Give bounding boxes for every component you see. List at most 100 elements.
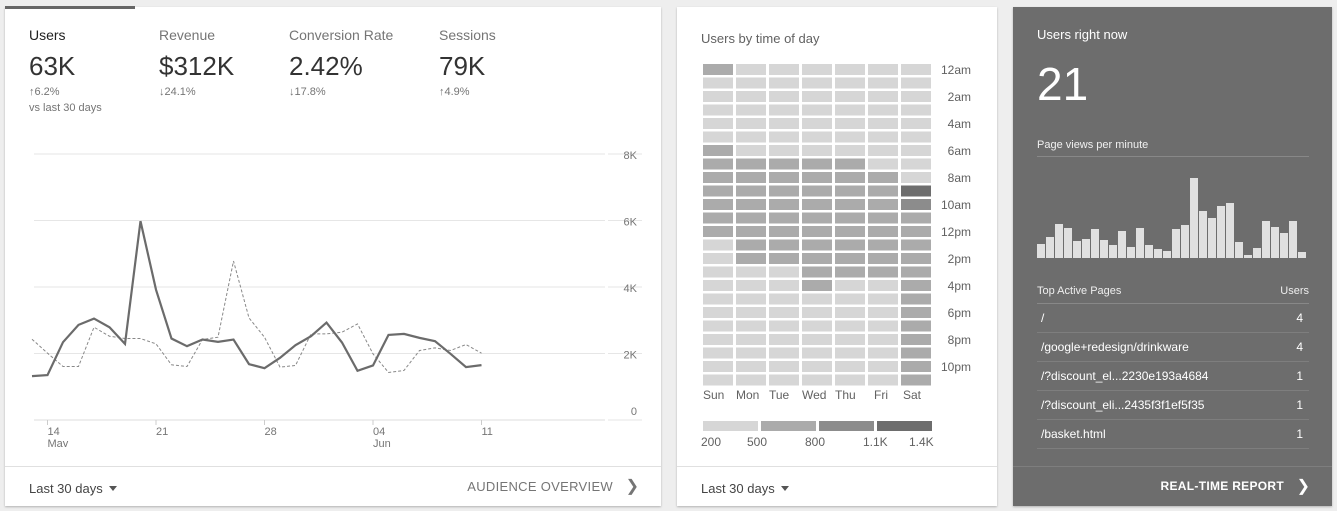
heatmap-cell — [835, 347, 865, 359]
pageviews-bar — [1208, 218, 1216, 258]
metric-label: Conversion Rate — [289, 27, 394, 43]
hour-label: 8am — [948, 171, 971, 185]
heatmap-cell — [769, 293, 799, 305]
hour-label: 2am — [948, 90, 971, 104]
heatmap-cell — [802, 226, 832, 237]
heatmap-cell — [868, 347, 898, 359]
chevron-right-icon[interactable]: ❯ — [1296, 478, 1310, 495]
active-page-row[interactable]: /?discount_eli...2435f3f1ef5f35 1 — [1037, 391, 1309, 420]
pageviews-bar — [1145, 245, 1153, 258]
hour-label: 12am — [941, 63, 971, 77]
heatmap-cell — [868, 104, 898, 116]
heatmap-cell — [703, 334, 733, 345]
heatmap-cell — [868, 212, 898, 224]
heatmap-cell — [901, 320, 931, 332]
pageviews-bar — [1091, 229, 1099, 258]
legend-swatch — [761, 421, 816, 431]
heatmap-cell — [703, 239, 733, 251]
heatmap-cell — [835, 239, 865, 251]
heatmap-cell — [802, 77, 832, 89]
heatmap-cell — [901, 172, 931, 183]
heatmap-cell — [835, 334, 865, 345]
heatmap-cell — [835, 145, 865, 156]
x-tick-day: 21 — [156, 426, 168, 438]
heatmap-cell — [769, 91, 799, 102]
pageviews-bar — [1046, 237, 1054, 258]
heatmap-cell — [901, 212, 931, 224]
pageviews-bar — [1172, 229, 1180, 258]
heatmap-cell — [802, 320, 832, 332]
heatmap-cell — [736, 347, 766, 359]
heatmap-cell — [769, 361, 799, 372]
date-range-dropdown[interactable]: Last 30 days — [701, 481, 789, 496]
legend-swatch — [819, 421, 874, 431]
heatmap-cell — [901, 226, 931, 237]
pageviews-bar — [1082, 239, 1090, 258]
heatmap-cell — [769, 199, 799, 210]
pageviews-bar — [1253, 248, 1261, 258]
heatmap-cell — [736, 185, 766, 197]
legend-label: 1.1K — [863, 435, 888, 449]
realtime-card: Users right now 21 Page views per minute… — [1013, 7, 1332, 506]
active-page-row[interactable]: /?discount_el...2230e193a4684 1 — [1037, 362, 1309, 391]
heatmap-cell — [769, 226, 799, 237]
page-path: /basket.html — [1041, 427, 1106, 441]
pageviews-bar — [1118, 231, 1126, 258]
day-label: Thu — [835, 388, 856, 402]
heatmap-cell — [703, 374, 733, 386]
date-range-dropdown[interactable]: Last 30 days — [29, 481, 117, 496]
heatmap-cell — [703, 226, 733, 237]
heatmap-cell — [901, 307, 931, 318]
heatmap-cell — [835, 91, 865, 102]
metric-tab-revenue[interactable]: Revenue $312K ↓24.1% — [159, 27, 234, 98]
heatmap-cell — [736, 158, 766, 170]
top-active-pages-table: Top Active Pages Users /4/google+redesign… — [1037, 285, 1309, 449]
heatmap-cell — [868, 131, 898, 143]
active-page-row[interactable]: /basket.html 1 — [1037, 420, 1309, 449]
day-label: Fri — [874, 388, 888, 402]
legend-label: 800 — [805, 435, 825, 449]
page-path: /google+redesign/drinkware — [1041, 340, 1189, 354]
metric-tab-conversion-rate[interactable]: Conversion Rate 2.42% ↓17.8% — [289, 27, 393, 98]
metric-tab-sessions[interactable]: Sessions 79K ↑4.9% — [439, 27, 496, 98]
metric-label: Users — [29, 27, 66, 43]
day-label: Tue — [769, 388, 790, 402]
x-tick-day: 28 — [265, 426, 277, 438]
metric-tab-users[interactable]: Users 63K ↑6.2% vs last 30 days — [29, 27, 102, 114]
pageviews-bar — [1262, 221, 1270, 258]
active-page-row[interactable]: /google+redesign/drinkware 4 — [1037, 333, 1309, 362]
heatmap-cell — [868, 334, 898, 345]
heatmap-cell — [901, 266, 931, 278]
page-users: 4 — [1296, 311, 1303, 325]
heatmap-cell — [703, 131, 733, 143]
hour-label: 2pm — [948, 252, 971, 266]
chevron-right-icon[interactable]: ❯ — [625, 478, 639, 495]
day-label: Sat — [903, 388, 922, 402]
heatmap-cell — [835, 226, 865, 237]
heatmap-cell — [703, 64, 733, 75]
pageviews-bar — [1199, 211, 1207, 258]
heatmap-cell — [901, 253, 931, 264]
hour-label: 10am — [941, 198, 971, 212]
audience-overview-card: Users 63K ↑6.2% vs last 30 days Revenue … — [5, 6, 661, 506]
audience-overview-link[interactable]: AUDIENCE OVERVIEW — [467, 479, 613, 494]
heatmap-cell — [736, 104, 766, 116]
heatmap-cell — [835, 118, 865, 129]
heatmap-cell — [802, 347, 832, 359]
page-users: 1 — [1296, 398, 1303, 412]
heatmap-cell — [868, 77, 898, 89]
active-page-row[interactable]: /4 — [1037, 304, 1309, 333]
heatmap-cell — [868, 118, 898, 129]
heatmap-cell — [835, 253, 865, 264]
heatmap-cell — [703, 104, 733, 116]
heatmap-cell — [868, 280, 898, 291]
heatmap-cell — [736, 64, 766, 75]
page-path: /?discount_el...2230e193a4684 — [1041, 369, 1209, 383]
heatmap-cell — [736, 253, 766, 264]
metric-change: ↑6.2% — [29, 86, 60, 98]
pageviews-bar — [1064, 228, 1072, 258]
realtime-report-link[interactable]: REAL-TIME REPORT — [1160, 479, 1284, 493]
hour-label: 6pm — [948, 306, 971, 320]
y-tick-label: 6K — [624, 217, 638, 229]
heatmap-cell — [736, 91, 766, 102]
